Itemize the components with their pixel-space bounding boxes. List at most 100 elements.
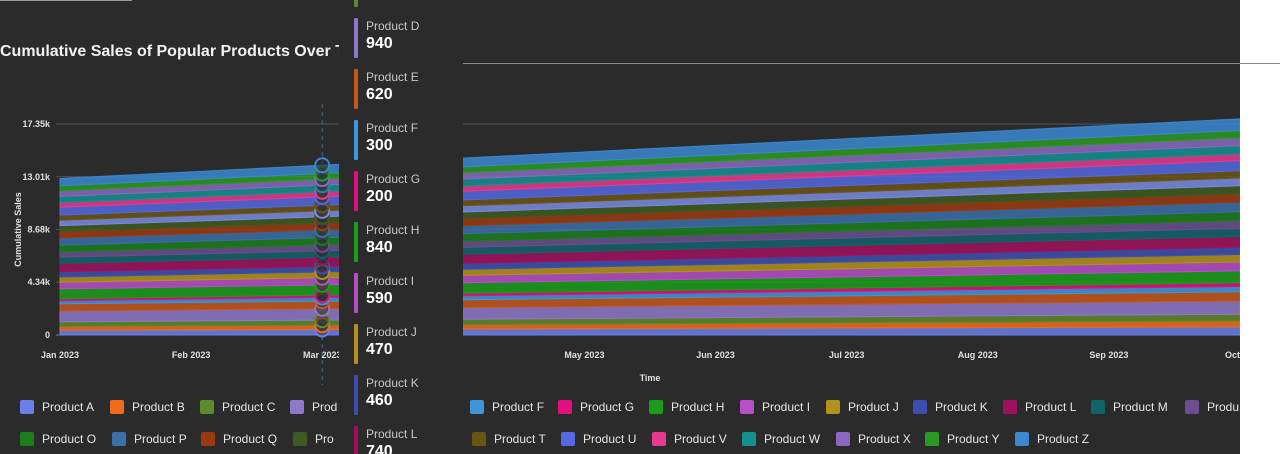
- tooltip-series-name: Product H: [366, 223, 420, 237]
- legend-swatch: [925, 432, 939, 446]
- hover-marker-26: [314, 157, 331, 174]
- x-tick-label: Jan 2023: [41, 350, 79, 360]
- y-tick-label: 13.01k: [22, 172, 51, 182]
- legend-label: Product J: [848, 400, 899, 414]
- legend-label: Prod: [312, 400, 338, 414]
- legend-label: Product X: [858, 432, 911, 446]
- legend-label: Product P: [134, 432, 187, 446]
- tooltip-series-name: Product E: [366, 70, 419, 84]
- x-tick-label: Jul 2023: [829, 350, 865, 360]
- tooltip-series-name: Product K: [366, 376, 419, 390]
- stacked-area-chart[interactable]: 0 4.34k 8.68k 13.01k 17.35k Cumulative Sales J…: [0, 0, 1240, 454]
- legend-label: Product O: [42, 432, 97, 446]
- legend-swatch: [740, 400, 754, 414]
- legend-label: Product F: [492, 400, 545, 414]
- legend-item[interactable]: Product J: [826, 399, 899, 415]
- tooltip-series-value: 840: [366, 239, 393, 256]
- legend-label: Product Q: [223, 432, 278, 446]
- legend-item[interactable]: Product W: [742, 431, 820, 447]
- legend-swatch: [913, 400, 927, 414]
- legend-label: Product V: [674, 432, 727, 446]
- y-tick-label: 0: [45, 330, 50, 340]
- chart-title: Cumulative Sales of Popular Products Ove…: [0, 43, 364, 60]
- legend-swatch: [1003, 400, 1017, 414]
- tooltip-color-bar: [354, 273, 358, 313]
- legend-swatch: [472, 432, 486, 446]
- tooltip-series-name: Product I: [366, 274, 415, 288]
- legend-item[interactable]: Prod: [290, 399, 337, 415]
- legend-swatch: [20, 432, 34, 446]
- legend-swatch: [293, 432, 307, 446]
- legend-label: Product T: [494, 432, 546, 446]
- legend-swatch: [561, 432, 575, 446]
- tooltip-series-name: Product L: [366, 427, 418, 441]
- legend-item[interactable]: Product U: [561, 431, 636, 447]
- legend-item[interactable]: Product O: [20, 431, 96, 447]
- legend-swatch: [20, 400, 34, 414]
- legend-item[interactable]: Product Z: [1015, 431, 1089, 447]
- legend-item[interactable]: Product Y: [925, 431, 999, 447]
- tooltip-series-value: 740: [366, 443, 393, 454]
- top-divider: [0, 0, 132, 1]
- tooltip-color-bar: [354, 375, 358, 415]
- legend-swatch: [201, 432, 215, 446]
- tooltip-series-name: Product J: [366, 325, 417, 339]
- legend-label: Produ: [1207, 400, 1240, 414]
- legend-item[interactable]: Pro: [293, 431, 334, 447]
- legend-item[interactable]: Product L: [1003, 399, 1076, 415]
- legend-item[interactable]: Product Q: [201, 431, 277, 447]
- legend-item[interactable]: Product K: [913, 399, 988, 415]
- legend-item[interactable]: Product G: [558, 399, 634, 415]
- tooltip-series-value: 940: [366, 35, 393, 52]
- tooltip-color-bar: [354, 18, 358, 58]
- tooltip-series-value: 620: [366, 86, 393, 103]
- x-tick-label: Oct: [1225, 350, 1240, 360]
- legend-label: Product C: [222, 400, 276, 414]
- y-tick-label: 8.68k: [27, 224, 51, 234]
- y-tick-label: 4.34k: [27, 277, 51, 287]
- legend-label: Product U: [583, 432, 637, 446]
- x-axis-title: Time: [640, 373, 661, 383]
- header-divider: [463, 63, 1280, 64]
- x-tick-label: Sep 2023: [1089, 350, 1128, 360]
- legend-item[interactable]: Product A: [20, 399, 94, 415]
- hover-tooltip: 590 Product D 940 Product E 620 Product F 300 P…: [339, 0, 463, 454]
- x-tick-label: Aug 2023: [958, 350, 998, 360]
- legend-item[interactable]: Product B: [110, 399, 185, 415]
- tooltip-series-value: 460: [366, 392, 393, 409]
- legend-swatch: [836, 432, 850, 446]
- legend-swatch: [742, 432, 756, 446]
- legend-swatch: [470, 400, 484, 414]
- tooltip-series-value: 300: [366, 137, 393, 154]
- legend-item[interactable]: Product X: [836, 431, 911, 447]
- legend-swatch: [558, 400, 572, 414]
- legend-item[interactable]: Product T: [472, 431, 546, 447]
- legend-item[interactable]: Product C: [200, 399, 275, 415]
- legend-label: Product I: [762, 400, 811, 414]
- legend-label: Pro: [315, 432, 334, 446]
- legend-swatch: [1185, 400, 1199, 414]
- tooltip-color-bar: [354, 0, 358, 7]
- legend-item[interactable]: Product M: [1091, 399, 1168, 415]
- legend-item[interactable]: Product H: [649, 399, 724, 415]
- tooltip-color-bar: [354, 69, 358, 109]
- chart-panel: Cumulative Sales of Popular Products Ove…: [0, 0, 1240, 454]
- y-tick-label: 17.35k: [22, 119, 51, 129]
- legend-item[interactable]: Product P: [112, 431, 187, 447]
- legend-label: Product A: [42, 400, 95, 414]
- x-tick-label: May 2023: [564, 350, 604, 360]
- legend-item[interactable]: Produ: [1185, 399, 1239, 415]
- legend-label: Product G: [580, 400, 635, 414]
- legend-item[interactable]: Product F: [470, 399, 544, 415]
- tooltip-color-bar: [354, 120, 358, 160]
- tooltip-series-value: 470: [366, 341, 393, 358]
- legend-label: Product Y: [947, 432, 1000, 446]
- legend-label: Product Z: [1037, 432, 1090, 446]
- legend-swatch: [1091, 400, 1105, 414]
- y-axis-title: Cumulative Sales: [13, 192, 23, 267]
- tooltip-series-name: Product G: [366, 172, 421, 186]
- legend-item[interactable]: Product V: [652, 431, 727, 447]
- legend-item[interactable]: Product I: [740, 399, 810, 415]
- legend-swatch: [649, 400, 663, 414]
- legend-swatch: [652, 432, 666, 446]
